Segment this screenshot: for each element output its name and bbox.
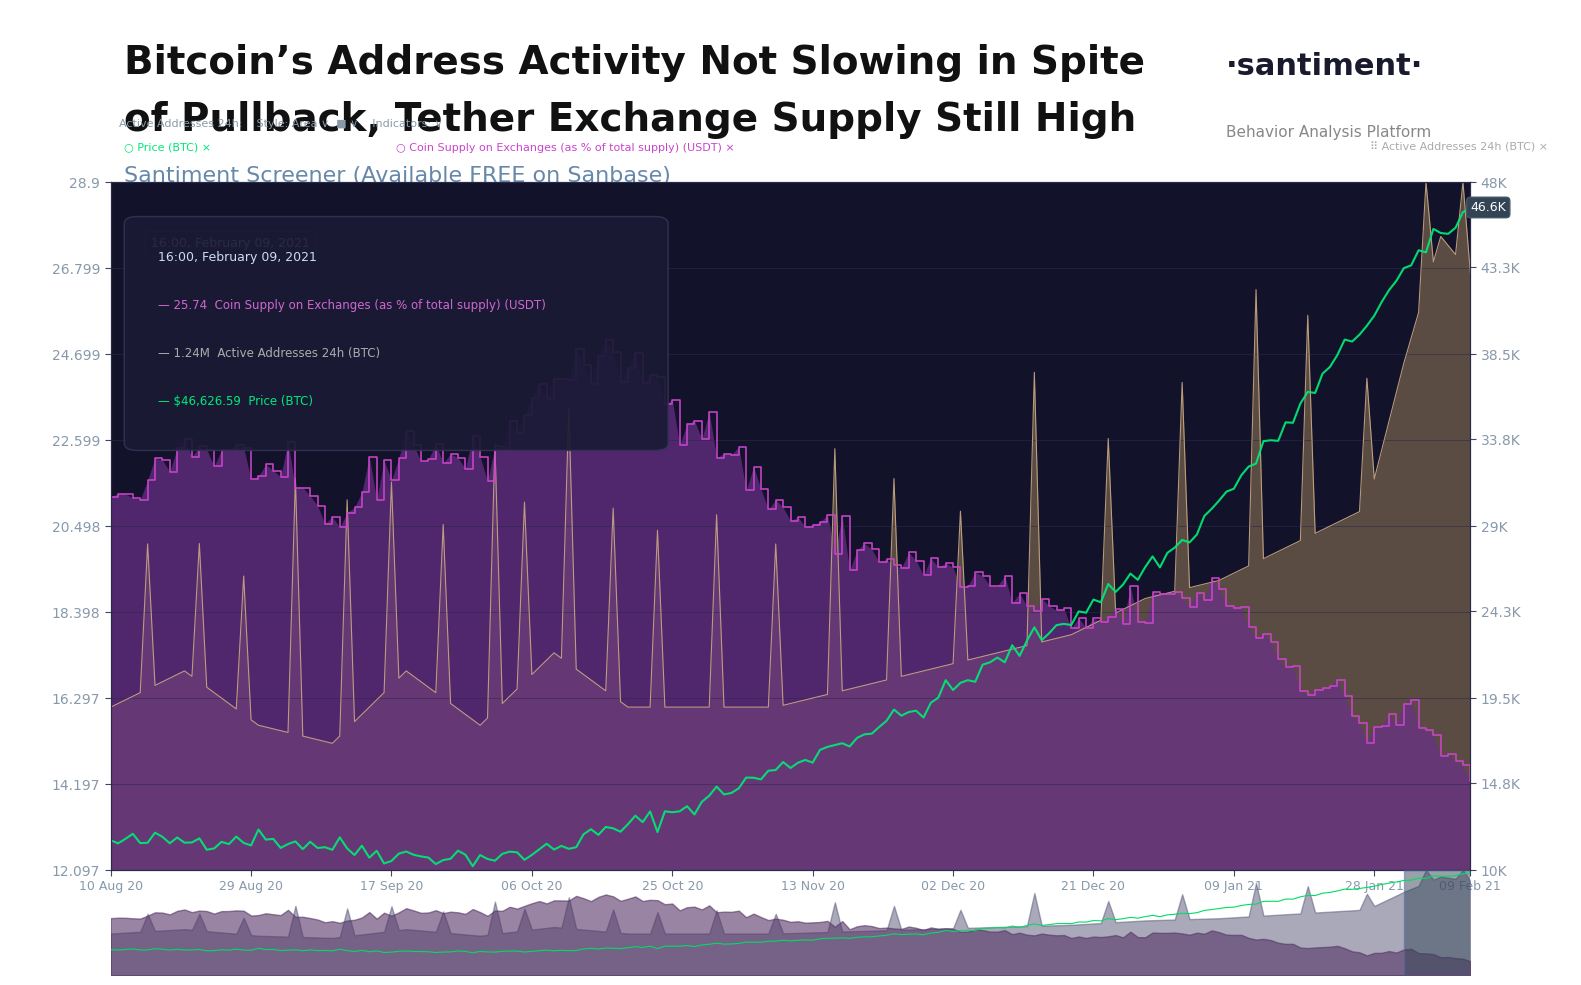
Text: — $46,626.59  Price (BTC): — $46,626.59 Price (BTC) bbox=[158, 395, 313, 409]
Text: 46.6K: 46.6K bbox=[1470, 201, 1507, 214]
Text: Behavior Analysis Platform: Behavior Analysis Platform bbox=[1225, 125, 1431, 140]
FancyBboxPatch shape bbox=[125, 217, 669, 450]
Text: — $46,626.59  Price (BTC): — $46,626.59 Price (BTC) bbox=[158, 395, 313, 409]
Text: ·santiment·: ·santiment· bbox=[1225, 52, 1423, 81]
Text: 16:00, February 09, 2021: 16:00, February 09, 2021 bbox=[152, 237, 310, 250]
Bar bbox=[1404, 870, 1470, 975]
Text: — 25.74  Coin Supply on Exchanges (as % of total supply) (USDT): — 25.74 Coin Supply on Exchanges (as % o… bbox=[158, 299, 545, 312]
Text: — 1.24M  Active Addresses 24h (BTC): — 1.24M Active Addresses 24h (BTC) bbox=[158, 348, 381, 361]
Text: — 1.24M  Active Addresses 24h (BTC): — 1.24M Active Addresses 24h (BTC) bbox=[158, 348, 381, 361]
Text: 16:00, February 09, 2021: 16:00, February 09, 2021 bbox=[158, 251, 318, 264]
Text: Santiment Screener (Available FREE on Sanbase): Santiment Screener (Available FREE on Sa… bbox=[125, 165, 672, 186]
Text: Bitcoin’s Address Activity Not Slowing in Spite: Bitcoin’s Address Activity Not Slowing i… bbox=[125, 44, 1145, 82]
Text: — 25.74  Coin Supply on Exchanges (as % of total supply) (USDT): — 25.74 Coin Supply on Exchanges (as % o… bbox=[158, 299, 545, 312]
Text: of Pullback, Tether Exchange Supply Still High: of Pullback, Tether Exchange Supply Stil… bbox=[125, 100, 1137, 139]
